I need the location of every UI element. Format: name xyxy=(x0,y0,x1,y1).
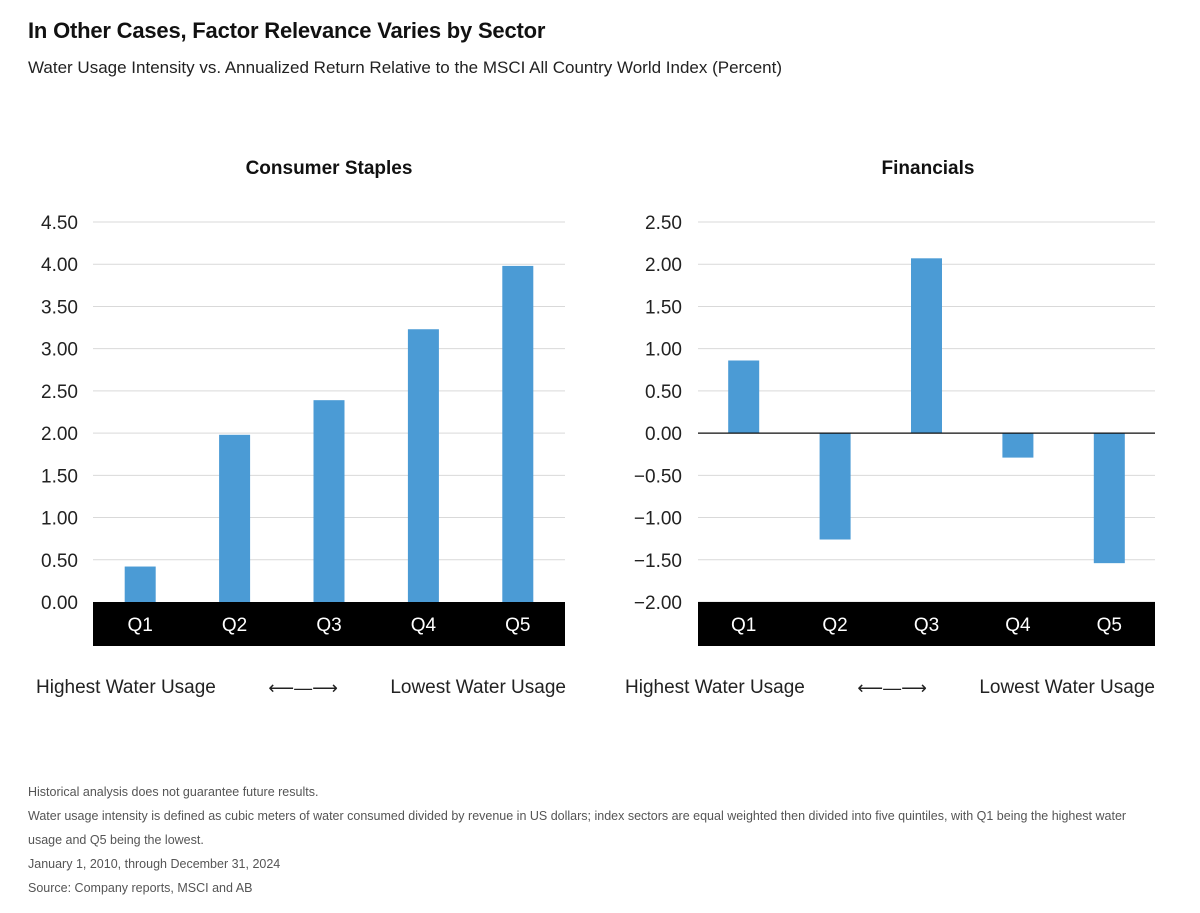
y-tick-label: −1.50 xyxy=(634,551,682,572)
consumer-staples-panel: Consumer Staples 4.50 4.00 3.50 3.00 2.50 2.0… xyxy=(0,150,580,720)
consumer-staples-xlabel-row: Highest Water Usage ⟵—⟶ Lowest Water Usa… xyxy=(36,677,566,699)
footnotes: Historical analysis does not guarantee f… xyxy=(28,780,1168,900)
financials-panel: Financials 2.50 2.00 1.50 1.00 0.50 0.00 −0.50… xyxy=(600,150,1200,720)
y-tick-label: 0.50 xyxy=(41,551,78,572)
financials-chart: 2.50 2.00 1.50 1.00 0.50 0.00 −0.50 −1.00 −1.50 −… xyxy=(634,213,1155,646)
x-tick-label: Q2 xyxy=(822,615,847,636)
y-tick-label: −1.00 xyxy=(634,509,682,530)
bar-q2 xyxy=(819,433,851,540)
y-tick-label: 0.00 xyxy=(41,593,78,614)
y-tick-label: 3.50 xyxy=(41,297,78,318)
y-tick-label: 1.00 xyxy=(41,509,78,530)
xlabel-highest-water-usage: Highest Water Usage xyxy=(625,677,805,698)
bar-q3 xyxy=(911,258,942,434)
double-arrow-icon: ⟵—⟶ xyxy=(857,677,927,698)
y-tick-label: −0.50 xyxy=(634,466,682,487)
chart-title: In Other Cases, Factor Relevance Varies … xyxy=(28,18,546,43)
bar-q1 xyxy=(728,360,760,434)
y-tick-label: 2.50 xyxy=(41,382,78,403)
y-tick-label: 4.00 xyxy=(41,255,78,276)
category-axis-band xyxy=(698,602,1155,646)
consumer-staples-chart: 4.50 4.00 3.50 3.00 2.50 2.00 1.50 1.00 0.50 0.00… xyxy=(41,213,565,646)
footnote-disclaimer: Historical analysis does not guarantee f… xyxy=(28,785,319,799)
bar-q5 xyxy=(1093,433,1125,564)
bar-q3 xyxy=(313,400,345,602)
y-tick-label: 2.00 xyxy=(645,255,682,276)
bar-q4 xyxy=(1002,433,1034,458)
y-tick-label: 3.00 xyxy=(41,340,78,361)
x-tick-label: Q4 xyxy=(411,615,437,636)
y-tick-label: 1.50 xyxy=(645,297,682,318)
xlabel-lowest-water-usage: Lowest Water Usage xyxy=(390,677,566,698)
chart-subtitle: Water Usage Intensity vs. Annualized Ret… xyxy=(28,58,783,77)
bar-q2 xyxy=(219,434,251,602)
y-tick-label: −2.00 xyxy=(634,593,682,614)
y-tick-label: 2.00 xyxy=(41,424,78,445)
financials-title: Financials xyxy=(881,158,975,179)
y-tick-label: 2.50 xyxy=(645,213,682,234)
financials-xlabel-row: Highest Water Usage ⟵—⟶ Lowest Water Usa… xyxy=(625,677,1155,699)
xlabel-lowest-water-usage: Lowest Water Usage xyxy=(979,677,1155,698)
x-tick-label: Q2 xyxy=(222,615,247,636)
footnote-definition: Water usage intensity is defined as cubi… xyxy=(28,809,1127,823)
double-arrow-icon: ⟵—⟶ xyxy=(268,677,338,698)
bar-q1 xyxy=(124,566,156,602)
x-tick-label: Q3 xyxy=(316,615,341,636)
x-tick-label: Q4 xyxy=(1005,615,1031,636)
x-tick-label: Q5 xyxy=(505,615,530,636)
y-tick-label: 4.50 xyxy=(41,213,78,234)
x-tick-label: Q5 xyxy=(1097,615,1122,636)
y-tick-label: 1.50 xyxy=(41,466,78,487)
y-tick-label: 0.00 xyxy=(645,424,682,445)
x-tick-label: Q3 xyxy=(914,615,939,636)
footnote-source: Source: Company reports, MSCI and AB xyxy=(28,881,253,895)
footnote-period: January 1, 2010, through December 31, 20… xyxy=(28,857,281,871)
bar-q4 xyxy=(407,329,439,602)
consumer-staples-title: Consumer Staples xyxy=(245,158,413,179)
bar-q5 xyxy=(502,265,534,602)
y-tick-label: 0.50 xyxy=(645,382,682,403)
x-tick-label: Q1 xyxy=(731,615,756,636)
footnote-definition-cont: usage and Q5 being the lowest. xyxy=(28,833,204,847)
y-tick-label: 1.00 xyxy=(645,340,682,361)
category-axis-band xyxy=(93,602,565,646)
xlabel-highest-water-usage: Highest Water Usage xyxy=(36,677,216,698)
x-tick-label: Q1 xyxy=(128,615,153,636)
